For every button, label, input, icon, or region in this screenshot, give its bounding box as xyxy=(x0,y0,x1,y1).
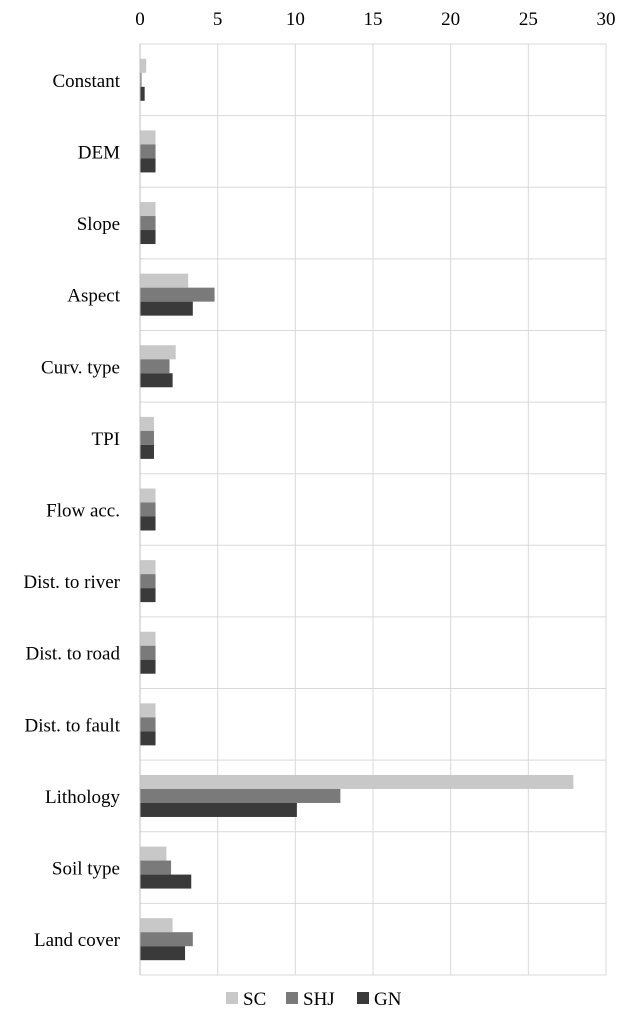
bar-sc-9 xyxy=(140,703,156,718)
bar-shj-1 xyxy=(140,144,156,159)
bar-gn-10 xyxy=(140,802,297,817)
bar-sc-11 xyxy=(140,846,167,861)
bar-sc-8 xyxy=(140,631,156,646)
category-label: Dist. to river xyxy=(23,572,120,593)
bar-shj-10 xyxy=(140,788,341,803)
bar-shj-12 xyxy=(140,932,193,947)
bar-gn-4 xyxy=(140,373,173,388)
legend-swatch-sc xyxy=(226,992,238,1004)
bar-gn-2 xyxy=(140,230,156,245)
bar-gn-7 xyxy=(140,588,156,603)
bar-gn-1 xyxy=(140,158,156,173)
bar-gn-8 xyxy=(140,659,156,674)
x-tick-label: 15 xyxy=(364,9,383,30)
bar-sc-4 xyxy=(140,345,176,360)
category-label: Dist. to fault xyxy=(24,715,120,736)
x-tick-label: 30 xyxy=(597,9,616,30)
x-axis-tick-labels: 0 5 10 15 20 25 30 xyxy=(135,9,615,30)
bar-sc-7 xyxy=(140,560,156,575)
bar-gn-5 xyxy=(140,444,154,459)
category-label: Constant xyxy=(52,71,120,92)
gridlines xyxy=(217,44,607,975)
legend: SC SHJ GN xyxy=(226,989,402,1010)
x-tick-label: 20 xyxy=(441,9,460,30)
bars xyxy=(140,58,574,961)
bar-shj-3 xyxy=(140,287,215,302)
category-label: TPI xyxy=(92,429,121,450)
bar-sc-5 xyxy=(140,416,154,431)
category-label: Land cover xyxy=(34,930,121,951)
bar-gn-0 xyxy=(140,86,145,101)
bar-gn-11 xyxy=(140,874,192,889)
bar-shj-11 xyxy=(140,860,172,875)
legend-swatch-shj xyxy=(286,992,298,1004)
legend-swatch-gn xyxy=(357,992,369,1004)
x-tick-label: 0 xyxy=(135,9,145,30)
bar-gn-12 xyxy=(140,946,186,961)
bar-shj-6 xyxy=(140,502,156,517)
bar-sc-2 xyxy=(140,202,156,217)
category-label: Soil type xyxy=(52,859,120,880)
bar-shj-5 xyxy=(140,430,154,445)
category-label: DEM xyxy=(78,142,120,163)
legend-label-gn: GN xyxy=(374,989,402,1010)
bar-gn-3 xyxy=(140,301,193,316)
category-label: Lithology xyxy=(45,787,120,808)
bar-gn-9 xyxy=(140,731,156,746)
category-separators xyxy=(140,43,606,976)
x-tick-label: 10 xyxy=(286,9,305,30)
bar-sc-6 xyxy=(140,488,156,503)
bar-sc-10 xyxy=(140,774,574,789)
x-tick-label: 5 xyxy=(213,9,223,30)
legend-label-sc: SC xyxy=(243,989,266,1010)
bar-shj-0 xyxy=(140,72,142,87)
bar-shj-7 xyxy=(140,574,156,589)
bar-gn-6 xyxy=(140,516,156,531)
bar-shj-8 xyxy=(140,645,156,660)
category-labels: Constant DEM Slope Aspect Curv. type TPI Flow … xyxy=(23,71,120,951)
legend-label-shj: SHJ xyxy=(303,989,335,1010)
bar-sc-3 xyxy=(140,273,189,288)
category-label: Flow acc. xyxy=(46,501,120,522)
x-tick-label: 25 xyxy=(519,9,538,30)
bar-shj-4 xyxy=(140,359,170,374)
category-label: Curv. type xyxy=(41,357,120,378)
bar-sc-1 xyxy=(140,130,156,145)
bar-sc-12 xyxy=(140,918,173,933)
category-label: Dist. to road xyxy=(26,644,121,665)
bar-shj-9 xyxy=(140,717,156,732)
category-label: Aspect xyxy=(67,286,120,307)
bar-sc-0 xyxy=(140,58,147,73)
category-label: Slope xyxy=(77,214,120,235)
bar-shj-2 xyxy=(140,216,156,231)
